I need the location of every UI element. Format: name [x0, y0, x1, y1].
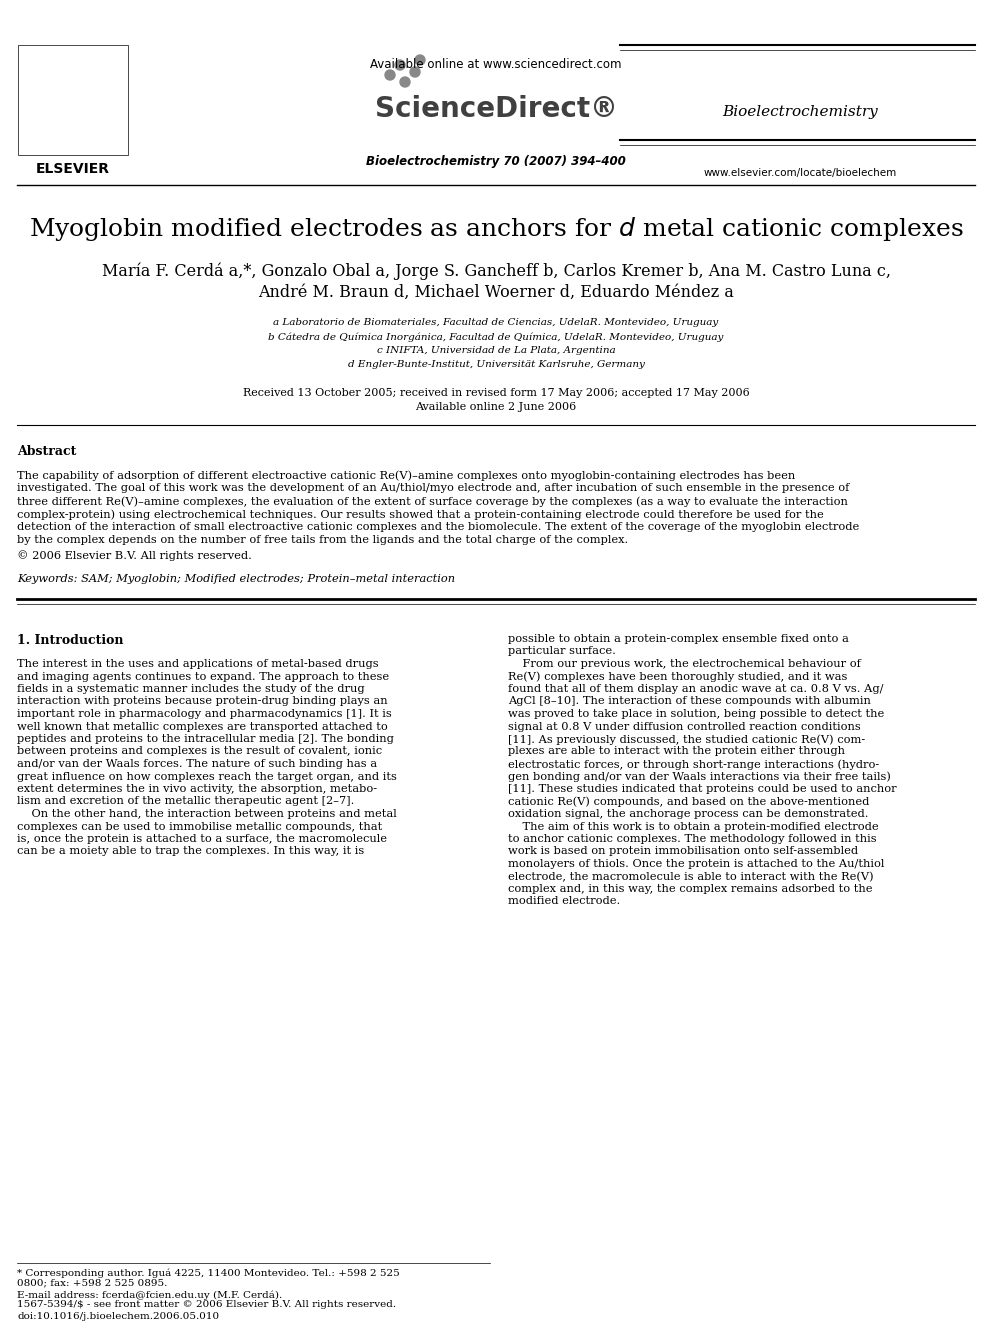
Text: oxidation signal, the anchorage process can be demonstrated.: oxidation signal, the anchorage process …: [508, 808, 869, 819]
Text: three different Re(V)–amine complexes, the evaluation of the extent of surface c: three different Re(V)–amine complexes, t…: [17, 496, 848, 507]
Text: lism and excretion of the metallic therapeutic agent [2–7].: lism and excretion of the metallic thera…: [17, 796, 354, 807]
Text: well known that metallic complexes are transported attached to: well known that metallic complexes are t…: [17, 721, 388, 732]
Text: between proteins and complexes is the result of covalent, ionic: between proteins and complexes is the re…: [17, 746, 382, 757]
Text: Re(V) complexes have been thoroughly studied, and it was: Re(V) complexes have been thoroughly stu…: [508, 672, 847, 683]
Text: Bioelectrochemistry 70 (2007) 394–400: Bioelectrochemistry 70 (2007) 394–400: [366, 155, 626, 168]
Text: complex-protein) using electrochemical techniques. Our results showed that a pro: complex-protein) using electrochemical t…: [17, 509, 823, 520]
Text: and/or van der Waals forces. The nature of such binding has a: and/or van der Waals forces. The nature …: [17, 759, 377, 769]
Text: [11]. As previously discussed, the studied cationic Re(V) com-: [11]. As previously discussed, the studi…: [508, 734, 865, 745]
Text: and imaging agents continues to expand. The approach to these: and imaging agents continues to expand. …: [17, 672, 389, 681]
Text: ScienceDirect®: ScienceDirect®: [375, 95, 617, 123]
Circle shape: [385, 70, 395, 79]
Text: gen bonding and/or van der Waals interactions via their free tails): gen bonding and/or van der Waals interac…: [508, 771, 891, 782]
Text: ELSEVIER: ELSEVIER: [36, 161, 110, 176]
Text: [11]. These studies indicated that proteins could be used to anchor: [11]. These studies indicated that prote…: [508, 785, 897, 794]
Text: found that all of them display an anodic wave at ca. 0.8 V vs. Ag/: found that all of them display an anodic…: [508, 684, 884, 695]
Text: work is based on protein immobilisation onto self-assembled: work is based on protein immobilisation …: [508, 847, 858, 856]
Text: monolayers of thiols. Once the protein is attached to the Au/thiol: monolayers of thiols. Once the protein i…: [508, 859, 885, 869]
Circle shape: [395, 60, 405, 70]
Text: complexes can be used to immobilise metallic compounds, that: complexes can be used to immobilise meta…: [17, 822, 382, 831]
Text: peptides and proteins to the intracellular media [2]. The bonding: peptides and proteins to the intracellul…: [17, 734, 394, 744]
Circle shape: [415, 56, 425, 65]
Text: signal at 0.8 V under diffusion controlled reaction conditions: signal at 0.8 V under diffusion controll…: [508, 721, 861, 732]
Text: extent determines the in vivo activity, the absorption, metabo-: extent determines the in vivo activity, …: [17, 785, 377, 794]
Text: b Cátedra de Química Inorgánica, Facultad de Química, UdelaR. Montevideo, Urugua: b Cátedra de Química Inorgánica, Faculta…: [268, 332, 724, 341]
Text: © 2006 Elsevier B.V. All rights reserved.: © 2006 Elsevier B.V. All rights reserved…: [17, 550, 252, 561]
Text: to anchor cationic complexes. The methodology followed in this: to anchor cationic complexes. The method…: [508, 833, 877, 844]
Text: important role in pharmacology and pharmacodynamics [1]. It is: important role in pharmacology and pharm…: [17, 709, 392, 718]
Text: 1567-5394/$ - see front matter © 2006 Elsevier B.V. All rights reserved.: 1567-5394/$ - see front matter © 2006 El…: [17, 1301, 396, 1308]
Text: electrostatic forces, or through short-range interactions (hydro-: electrostatic forces, or through short-r…: [508, 759, 879, 770]
Text: investigated. The goal of this work was the development of an Au/thiol/myo elect: investigated. The goal of this work was …: [17, 483, 849, 493]
Text: possible to obtain a protein-complex ensemble fixed onto a: possible to obtain a protein-complex ens…: [508, 634, 849, 644]
Text: Bioelectrochemistry: Bioelectrochemistry: [722, 105, 878, 119]
Text: interaction with proteins because protein-drug binding plays an: interaction with proteins because protei…: [17, 696, 388, 706]
Text: great influence on how complexes reach the target organ, and its: great influence on how complexes reach t…: [17, 771, 397, 782]
Text: On the other hand, the interaction between proteins and metal: On the other hand, the interaction betwe…: [17, 808, 397, 819]
Text: a Laboratorio de Biomateriales, Facultad de Ciencias, UdelaR. Montevideo, Urugua: a Laboratorio de Biomateriales, Facultad…: [274, 318, 718, 327]
Text: is, once the protein is attached to a surface, the macromolecule: is, once the protein is attached to a su…: [17, 833, 387, 844]
Text: Abstract: Abstract: [17, 445, 76, 458]
Text: detection of the interaction of small electroactive cationic complexes and the b: detection of the interaction of small el…: [17, 523, 859, 532]
Text: d Engler-Bunte-Institut, Universität Karlsruhe, Germany: d Engler-Bunte-Institut, Universität Kar…: [347, 360, 645, 369]
Text: complex and, in this way, the complex remains adsorbed to the: complex and, in this way, the complex re…: [508, 884, 873, 894]
Text: * Corresponding author. Iguá 4225, 11400 Montevideo. Tel.: +598 2 525
0800; fax:: * Corresponding author. Iguá 4225, 11400…: [17, 1267, 400, 1287]
Text: electrode, the macromolecule is able to interact with the Re(V): electrode, the macromolecule is able to …: [508, 872, 874, 882]
Text: E-mail address: fcerda@fcien.edu.uy (M.F. Cerdá).: E-mail address: fcerda@fcien.edu.uy (M.F…: [17, 1290, 283, 1299]
Text: The interest in the uses and applications of metal-based drugs: The interest in the uses and application…: [17, 659, 379, 669]
Text: can be a moiety able to trap the complexes. In this way, it is: can be a moiety able to trap the complex…: [17, 847, 364, 856]
Text: c INIFTA, Universidad de La Plata, Argentina: c INIFTA, Universidad de La Plata, Argen…: [377, 347, 615, 355]
Text: The aim of this work is to obtain a protein-modified electrode: The aim of this work is to obtain a prot…: [508, 822, 879, 831]
Bar: [18, 45, 128, 155]
Text: Available online 2 June 2006: Available online 2 June 2006: [416, 402, 576, 411]
Text: AgCl [8–10]. The interaction of these compounds with albumin: AgCl [8–10]. The interaction of these co…: [508, 696, 871, 706]
Text: www.elsevier.com/locate/bioelechem: www.elsevier.com/locate/bioelechem: [703, 168, 897, 179]
Text: cationic Re(V) compounds, and based on the above-mentioned: cationic Re(V) compounds, and based on t…: [508, 796, 869, 807]
Text: María F. Cerdá a,*, Gonzalo Obal a, Jorge S. Gancheff b, Carlos Kremer b, Ana M.: María F. Cerdá a,*, Gonzalo Obal a, Jorg…: [101, 262, 891, 279]
Text: Myoglobin modified electrodes as anchors for $d$ metal cationic complexes: Myoglobin modified electrodes as anchors…: [29, 216, 963, 243]
Text: fields in a systematic manner includes the study of the drug: fields in a systematic manner includes t…: [17, 684, 365, 695]
Text: 1. Introduction: 1. Introduction: [17, 634, 123, 647]
Text: doi:10.1016/j.bioelechem.2006.05.010: doi:10.1016/j.bioelechem.2006.05.010: [17, 1312, 219, 1320]
Text: Available online at www.sciencedirect.com: Available online at www.sciencedirect.co…: [370, 58, 622, 71]
Text: The capability of adsorption of different electroactive cationic Re(V)–amine com: The capability of adsorption of differen…: [17, 470, 796, 480]
Text: Received 13 October 2005; received in revised form 17 May 2006; accepted 17 May : Received 13 October 2005; received in re…: [243, 388, 749, 398]
Text: modified electrode.: modified electrode.: [508, 897, 620, 906]
Text: was proved to take place in solution, being possible to detect the: was proved to take place in solution, be…: [508, 709, 884, 718]
Text: Keywords: SAM; Myoglobin; Modified electrodes; Protein–metal interaction: Keywords: SAM; Myoglobin; Modified elect…: [17, 574, 455, 583]
Circle shape: [400, 77, 410, 87]
Text: by the complex depends on the number of free tails from the ligands and the tota: by the complex depends on the number of …: [17, 534, 628, 545]
Text: plexes are able to interact with the protein either through: plexes are able to interact with the pro…: [508, 746, 845, 757]
Text: André M. Braun d, Michael Woerner d, Eduardo Méndez a: André M. Braun d, Michael Woerner d, Edu…: [258, 284, 734, 302]
Circle shape: [410, 67, 420, 77]
Text: From our previous work, the electrochemical behaviour of: From our previous work, the electrochemi…: [508, 659, 861, 669]
Text: particular surface.: particular surface.: [508, 647, 616, 656]
